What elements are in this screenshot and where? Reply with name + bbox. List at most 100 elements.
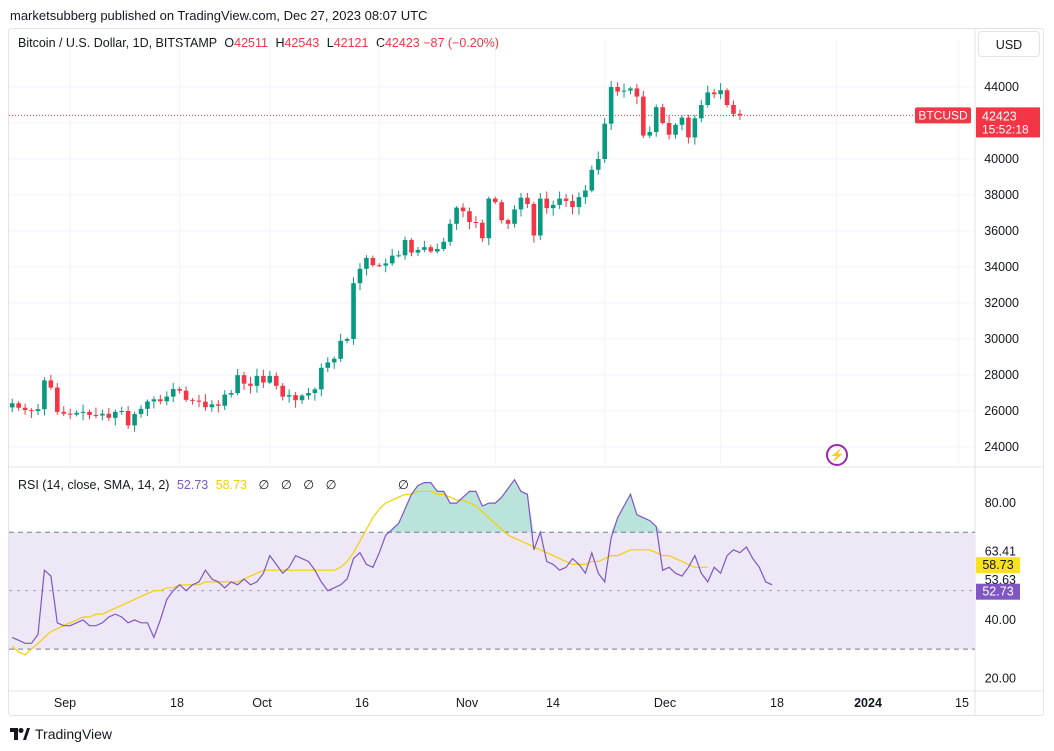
candle-body — [557, 198, 562, 205]
candle-body — [531, 204, 537, 236]
candle-body — [518, 197, 524, 210]
price-badge-label: 42423 — [982, 109, 1017, 123]
candle-body — [434, 249, 440, 252]
candle-body — [699, 105, 704, 119]
candle-body — [550, 204, 556, 209]
candle-body — [203, 401, 208, 408]
candle-body — [286, 395, 292, 397]
rsi-value: 52.73 — [176, 478, 209, 492]
candle-body — [22, 407, 28, 411]
candle-body — [467, 211, 472, 222]
rsi-label[interactable]: RSI (14, close, SMA, 14, 2) — [18, 478, 170, 492]
candle-body — [164, 396, 170, 402]
rsi-tick-label: 53.63 — [985, 573, 1016, 587]
candle-body — [74, 412, 79, 415]
candle-body — [679, 117, 685, 125]
time-axis: Sep 18 Oct 16 Nov 14 Dec 18 2024 15 — [9, 690, 1044, 710]
candle-body — [486, 198, 492, 239]
rsi-panel: 80.00 63.41 53.63 40.00 20.00 58.73 52.73 — [9, 478, 1020, 685]
candle-body — [563, 198, 569, 201]
rsi-tick-label: 40.00 — [985, 613, 1016, 627]
candle-body — [460, 207, 466, 212]
price-tick-label: 32000 — [984, 296, 1019, 310]
price-tick-label: 28000 — [984, 368, 1019, 382]
candle-body — [660, 107, 665, 123]
candle-body — [299, 395, 305, 401]
candle-body — [615, 87, 620, 92]
candle-body — [196, 400, 202, 402]
rsi-tick-label: 63.41 — [985, 545, 1016, 559]
lightning-icon[interactable]: ⚡ — [826, 444, 848, 466]
candle-body — [692, 118, 698, 138]
candle-body — [248, 383, 253, 386]
price-tick-label: 24000 — [984, 440, 1019, 454]
candle-body — [634, 88, 640, 97]
candle-body — [145, 401, 150, 409]
candle-body — [177, 389, 182, 391]
symbol-badge — [915, 107, 971, 124]
null-value: ∅ — [397, 478, 409, 492]
candle-body — [499, 202, 504, 221]
candles — [9, 80, 743, 432]
candle-body — [132, 414, 137, 426]
candle-body — [338, 340, 343, 359]
rsi-legend: RSI (14, close, SMA, 14, 2) 52.73 58.73 … — [18, 477, 409, 492]
null-value: ∅ — [258, 478, 270, 492]
price-grid — [9, 29, 1044, 715]
candle-body — [235, 375, 240, 393]
candle-body — [16, 403, 21, 408]
high-value: 42543 — [284, 36, 320, 50]
candle-body — [67, 413, 73, 415]
footer-brand: TradingView — [35, 726, 113, 742]
candle-body — [293, 395, 298, 401]
candle-body — [106, 413, 112, 418]
candle-body — [595, 159, 601, 170]
candle-body — [112, 411, 118, 418]
candle-body — [370, 258, 376, 266]
open-label: O — [224, 36, 235, 50]
footer-logo[interactable]: TradingView — [10, 726, 112, 742]
candle-body — [441, 241, 446, 249]
time-tick-label: 14 — [546, 696, 560, 710]
price-tick-label: 40000 — [984, 152, 1019, 166]
candle-body — [228, 393, 234, 395]
candle-body — [570, 200, 575, 208]
null-value: ∅ — [325, 478, 337, 492]
candle-body — [731, 105, 736, 114]
countdown-label: 15:52:18 — [982, 122, 1029, 136]
candle-body — [673, 124, 678, 135]
candle-body — [473, 222, 479, 223]
candle-body — [583, 190, 588, 198]
price-tick-label: 30000 — [984, 332, 1019, 346]
price-tick-label: 26000 — [984, 404, 1019, 418]
candle-body — [711, 92, 717, 95]
candle-body — [402, 240, 408, 256]
candle-body — [55, 387, 60, 412]
rsi-sma-line — [11, 490, 708, 656]
candle-body — [351, 283, 356, 339]
candle-body — [525, 197, 530, 204]
time-tick-label: Sep — [54, 696, 76, 710]
candle-body — [125, 411, 131, 426]
rsi-tick-label: 20.00 — [985, 671, 1016, 685]
candle-body — [151, 399, 157, 402]
candle-body — [480, 222, 485, 239]
time-tick-label: 2024 — [854, 696, 882, 710]
price-tick-label: 34000 — [984, 260, 1019, 274]
candle-body — [647, 132, 653, 136]
currency-button[interactable]: USD — [978, 31, 1040, 57]
close-value: 42423 — [384, 36, 420, 50]
candle-body — [589, 169, 595, 191]
low-value: 42121 — [333, 36, 369, 50]
candle-body — [383, 263, 389, 266]
candle-body — [280, 385, 285, 397]
low-label: L — [326, 36, 334, 50]
symbol-badge-label: BTCUSD — [918, 108, 968, 122]
rsi-sma-badge — [976, 557, 1020, 574]
candle-body — [641, 96, 646, 136]
candle-body — [364, 258, 369, 269]
symbol-title[interactable]: Bitcoin / U.S. Dollar, 1D, BITSTAMP — [18, 36, 217, 50]
candle-body — [325, 362, 331, 368]
candle-body — [267, 375, 273, 383]
